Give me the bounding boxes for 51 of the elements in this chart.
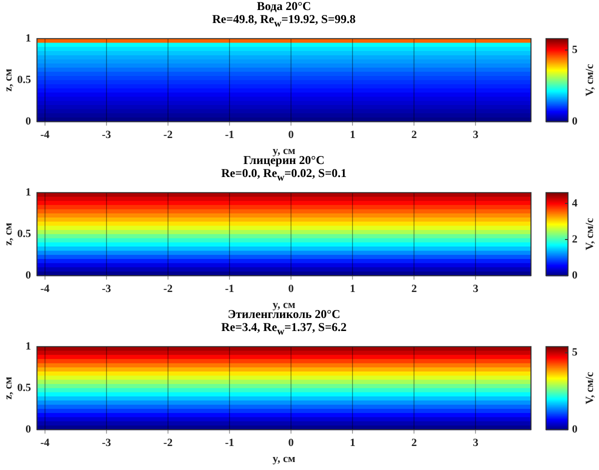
- x-axis-title: y, см: [272, 454, 296, 466]
- y-tick-label: 0.5: [17, 228, 32, 240]
- x-tick-label: -2: [163, 283, 174, 296]
- color-bar-label: 5: [572, 346, 578, 359]
- x-tick-label: 0: [288, 283, 294, 296]
- x-tick-label: 3: [472, 437, 479, 450]
- color-bar-label: 0: [572, 116, 578, 128]
- chart-title: Вода 20°C: [256, 0, 312, 13]
- chart-subtitle: Re=3.4, Re$_{w}$=1.37, S=6.2: [220, 320, 348, 338]
- x-tick-label: -1: [224, 129, 234, 142]
- color-bar-label: 4: [572, 198, 578, 210]
- chart-subtitle: Re=0.0, Re$_{w}$=0.02, S=0.1: [220, 166, 348, 184]
- color-bar-label: 5: [572, 44, 578, 56]
- color-bar-label: 2: [572, 234, 578, 246]
- x-tick-label: 2: [411, 283, 418, 296]
- color-bar-title: V, см/с: [584, 218, 596, 251]
- x-tick-label: -3: [102, 437, 112, 450]
- x-tick-label: -1: [224, 437, 234, 450]
- x-tick-label: -3: [102, 283, 112, 296]
- x-tick-label: 1: [350, 283, 356, 296]
- x-tick-label: 2: [411, 437, 418, 450]
- x-tick-label: -4: [40, 129, 50, 142]
- y-tick-label: 0: [25, 270, 32, 282]
- x-tick-label: 0: [288, 437, 294, 450]
- x-tick-label: 3: [472, 129, 479, 142]
- x-tick-label: -1: [224, 283, 234, 296]
- color-bar-label: 0: [572, 270, 578, 282]
- y-tick-label: 0: [25, 424, 32, 436]
- y-axis-title: z, см: [2, 68, 14, 92]
- chart-subtitle: Re=49.8, Re$_{w}$=19.92, S=99.8: [211, 12, 357, 30]
- x-tick-label: 3: [472, 283, 479, 296]
- x-tick-label: 1: [350, 437, 356, 450]
- x-tick-label: 2: [411, 129, 418, 142]
- x-tick-label: -4: [40, 283, 50, 296]
- color-bar-title: V, см/с: [584, 372, 596, 405]
- color-bar-title: V, см/с: [584, 64, 596, 97]
- y-tick-label: 1: [25, 186, 31, 199]
- y-tick-label: 0.5: [17, 74, 32, 86]
- color-bar-label: 0: [572, 424, 578, 436]
- x-tick-label: 1: [350, 129, 356, 142]
- x-tick-label: -2: [163, 129, 174, 142]
- y-tick-label: 1: [25, 32, 31, 45]
- y-tick-label: 1: [25, 340, 31, 353]
- x-tick-label: -2: [163, 437, 174, 450]
- y-axis-title: z, см: [2, 376, 14, 400]
- y-axis-title: z, см: [2, 222, 14, 246]
- y-tick-label: 0: [25, 116, 32, 128]
- x-tick-label: -3: [102, 129, 112, 142]
- x-tick-label: -4: [40, 437, 50, 450]
- y-tick-label: 0.5: [17, 382, 32, 394]
- x-tick-label: 0: [288, 129, 294, 142]
